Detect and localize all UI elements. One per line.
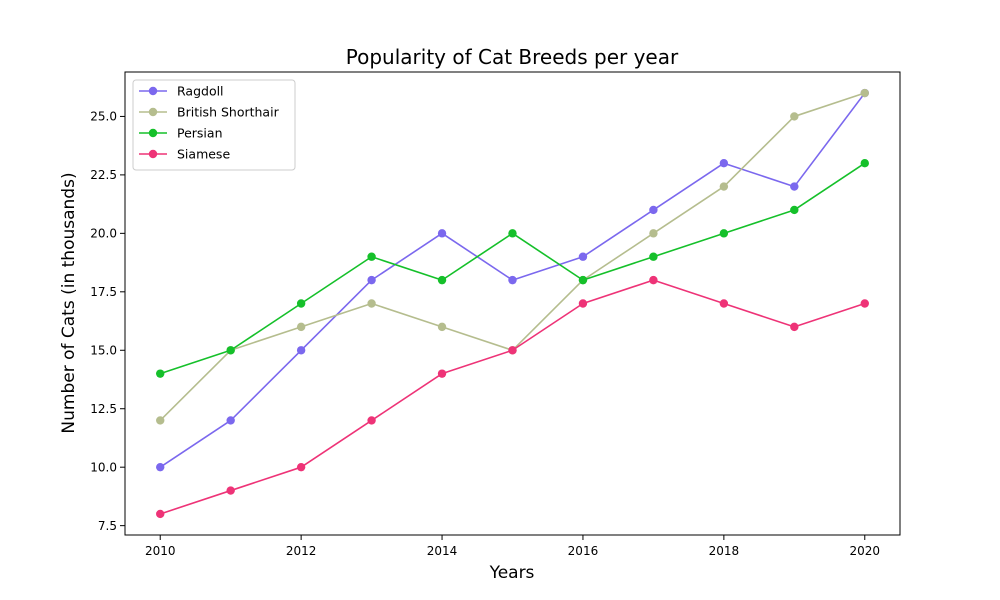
data-point-british-shorthair-2014 [437,322,447,332]
data-point-siamese-2018 [719,299,729,308]
data-point-ragdoll-2012 [296,346,306,355]
y-tick-label: 20.0 [90,227,117,241]
data-point-ragdoll-2010 [156,462,165,472]
chart-title: Popularity of Cat Breeds per year [346,45,679,69]
data-point-persian-2020 [860,158,869,168]
data-point-ragdoll-2017 [649,205,658,215]
y-tick-label: 17.5 [90,285,117,299]
legend-marker-british-shorthair [148,107,158,117]
legend-label-ragdoll: Ragdoll [177,83,224,98]
series-line-siamese [159,279,866,515]
x-axis-label: Years [489,563,535,583]
data-point-siamese-2014 [437,369,447,378]
y-tick-label: 10.0 [90,460,117,474]
data-point-siamese-2013 [367,416,376,425]
legend-label-siamese: Siamese [177,146,230,161]
x-tick-label: 2016 [568,544,599,558]
data-point-british-shorthair-2019 [790,112,799,121]
legend: Ragdoll British Shorthair Persian Siamese [132,79,296,171]
x-axis: 2010 2012 2014 2016 2018 2020 [145,535,880,558]
data-point-ragdoll-2015 [508,275,517,285]
y-axis: 7.5 10.0 12.5 15.0 17.5 20.0 22.5 25.0 [90,110,125,533]
data-point-siamese-2011 [226,486,235,495]
x-tick-label: 2020 [849,544,880,558]
x-tick-label: 2012 [286,544,317,558]
data-point-siamese-2012 [296,462,306,472]
data-point-persian-2017 [649,252,658,261]
data-point-ragdoll-2013 [367,275,376,285]
data-point-persian-2013 [367,252,376,261]
data-point-siamese-2016 [578,299,588,308]
y-tick-label: 7.5 [98,519,117,533]
data-point-british-shorthair-2010 [156,416,165,425]
y-tick-label: 12.5 [90,402,117,416]
legend-marker-ragdoll [148,86,158,96]
legend-marker-persian [148,128,158,138]
series-line-persian [159,162,866,375]
data-point-ragdoll-2019 [790,182,799,191]
legend-label-persian: Persian [177,125,223,140]
y-axis-label: Number of Cats (in thousands) [59,172,79,433]
data-point-persian-2016 [578,275,588,285]
legend-label-british-shorthair: British Shorthair [177,104,280,119]
data-point-british-shorthair-2017 [649,229,658,238]
data-point-british-shorthair-2013 [367,299,376,308]
data-point-persian-2019 [790,205,799,215]
x-tick-label: 2010 [145,544,176,558]
data-point-siamese-2010 [156,509,165,519]
data-point-british-shorthair-2012 [296,322,306,332]
data-point-ragdoll-2018 [719,158,729,168]
data-point-british-shorthair-2018 [719,182,729,191]
data-point-persian-2011 [226,346,235,355]
plot-area [124,71,901,536]
data-point-ragdoll-2011 [226,416,235,425]
data-point-siamese-2017 [649,275,658,285]
data-point-persian-2015 [508,229,517,238]
data-point-ragdoll-2016 [578,252,588,261]
y-tick-label: 25.0 [90,110,117,124]
plot-frame [124,71,901,536]
data-point-ragdoll-2014 [437,229,447,238]
data-point-persian-2014 [437,275,447,285]
x-tick-label: 2014 [427,544,458,558]
legend-marker-siamese [148,149,158,159]
data-point-siamese-2020 [860,299,869,308]
data-point-siamese-2015 [508,346,517,355]
data-point-persian-2012 [296,299,306,308]
data-point-siamese-2019 [790,322,799,332]
data-point-british-shorthair-2020 [860,88,869,98]
x-tick-label: 2018 [709,544,740,558]
data-point-persian-2018 [719,229,729,238]
data-point-persian-2010 [156,369,165,378]
y-tick-label: 22.5 [90,168,117,182]
legend-box [132,79,296,171]
y-tick-label: 15.0 [90,344,117,358]
